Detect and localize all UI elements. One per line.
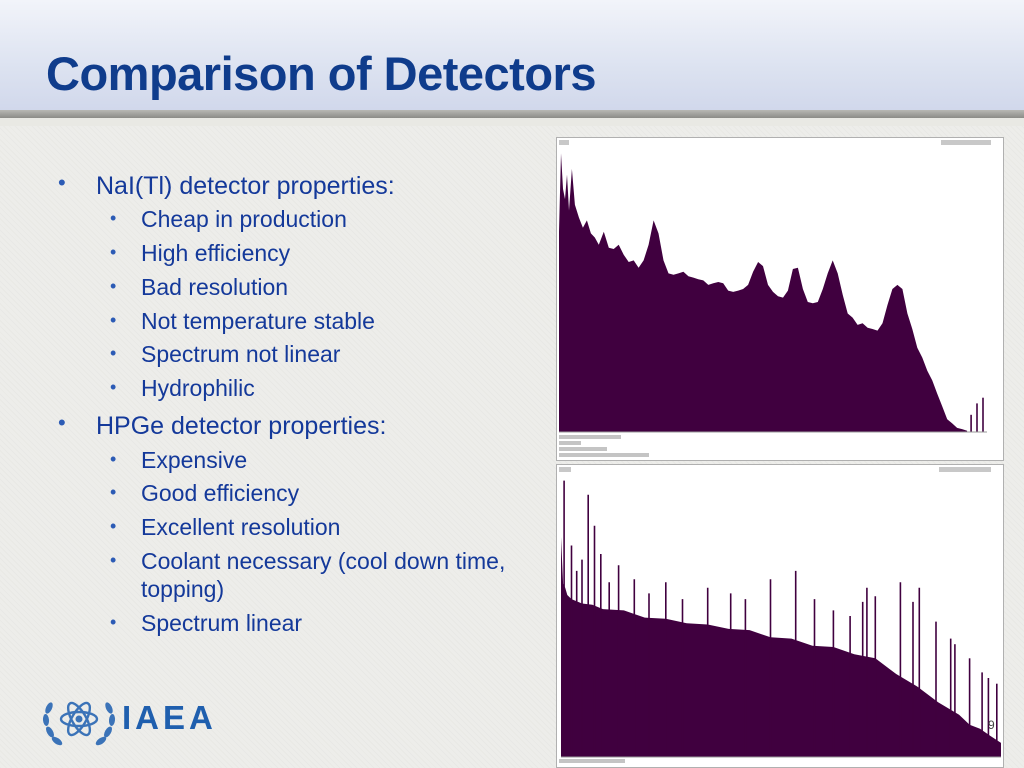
spectrum-caption-block [559,453,649,457]
spectrum-caption-block [559,447,607,451]
bullet-dot-icon: • [110,377,117,397]
spectrum-plot [559,153,987,433]
spectrum-caption-block [559,140,569,145]
spectrum-caption-block [559,467,571,472]
bullet-dot-icon: • [110,482,117,502]
slide-title: Comparison of Detectors [46,47,596,100]
spectrum-area [561,537,1001,757]
bullet-dot-icon: • [110,550,117,570]
list-item-text: topping) [141,576,225,602]
spectrum-header-bar [557,138,1003,148]
nai-spectrum-image [556,137,1004,461]
list-item: • Excellent resolution [110,514,341,541]
list-item: • Spectrum linear [110,610,303,637]
bullet-heading-text: NaI(Tl) detector properties: [96,172,395,200]
title-band [0,0,1024,118]
page-number: 9 [988,718,995,732]
bullet-dot-icon: • [110,276,117,296]
bullet-dot-icon: • [110,516,117,536]
bullet-dot-icon: • [110,612,117,632]
bullet-dot-icon: • [110,208,117,228]
list-item: • Expensive [110,447,248,474]
list-item-text: Cheap in production [141,206,347,232]
list-item-text: High efficiency [141,240,291,266]
list-item: • Not temperature stable [110,308,375,335]
list-item-text: Expensive [141,447,248,473]
bullet-dot-icon: • [110,242,117,262]
list-item: • High efficiency [110,240,291,267]
list-item-text: Coolant necessary (cool down time, [141,548,506,574]
list-item: • Good efficiency [110,480,300,507]
spectrum-caption-block [559,435,621,439]
spectrum-plot [561,480,1001,758]
spectrum-caption-block [559,759,625,763]
list-item-text: Spectrum not linear [141,341,341,367]
list-item-text: Hydrophilic [141,375,255,401]
list-item: • Coolant necessary (cool down time, [110,548,506,575]
spectrum-caption-block [939,467,991,472]
bullet-dot-icon: • [110,343,117,363]
list-item: • Hydrophilic [110,375,255,402]
bullet-heading-hpge: • HPGe detector properties: [58,410,387,441]
bullet-heading-nai: • NaI(Tl) detector properties: [58,170,395,201]
list-item: • Spectrum not linear [110,341,341,368]
list-item-continuation: topping) [141,576,224,603]
bullet-heading-text: HPGe detector properties: [96,412,387,440]
list-item-text: Spectrum linear [141,610,303,636]
spectrum-area [559,153,968,433]
list-item: • Bad resolution [110,274,289,301]
list-item-text: Good efficiency [141,480,300,506]
bullet-dot-icon: • [58,170,66,195]
logo-text: IAEA [122,699,217,736]
list-item-text: Excellent resolution [141,514,341,540]
hpge-spectrum-image [556,464,1004,768]
bullet-dot-icon: • [58,410,66,435]
list-item-text: Not temperature stable [141,308,375,334]
bullet-dot-icon: • [110,449,117,469]
iaea-logo: IAEA [40,686,230,756]
bullet-dot-icon: • [110,310,117,330]
list-item: • Cheap in production [110,206,347,233]
nai-spectrum-chart [557,138,1003,457]
list-item-text: Bad resolution [141,274,289,300]
iaea-atom-olive-wreath-icon [42,701,116,746]
spectrum-caption-block [941,140,991,145]
hpge-spectrum-chart [559,467,1001,763]
spectrum-caption-block [559,441,581,445]
